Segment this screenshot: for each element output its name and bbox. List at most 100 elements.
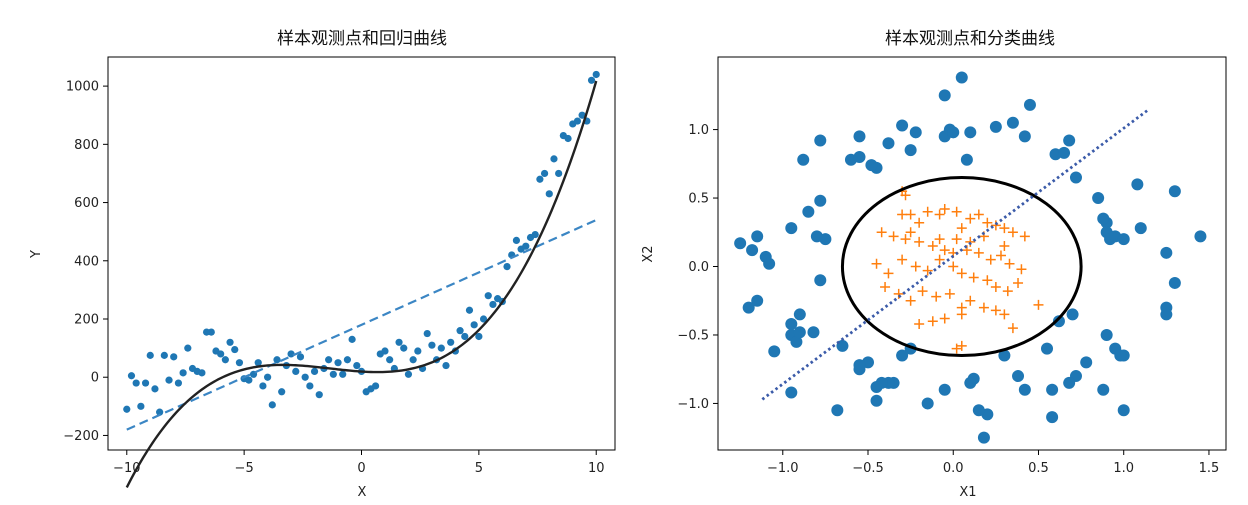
right-y-tick-label: −0.5 — [677, 328, 709, 343]
class-b-point — [1013, 277, 1024, 288]
data-point — [325, 356, 333, 364]
class-a-point — [785, 386, 798, 399]
right-x-tick-label: 1.0 — [1113, 461, 1134, 476]
data-point — [395, 338, 403, 346]
data-point — [470, 321, 478, 329]
class-a-point — [1114, 349, 1127, 362]
linear-fit-line — [126, 219, 597, 431]
class-b-point — [883, 268, 894, 279]
class-b-point — [951, 234, 962, 245]
class-a-point — [1092, 192, 1105, 205]
class-a-point — [853, 359, 866, 372]
classification-chart: 样本观测点和分类曲线 −1.0 −0.5 0.0 0.5 1.0 1.5 −1.0 −0.5 0… — [641, 29, 1227, 500]
class-a-point — [751, 294, 764, 307]
class-b-point — [999, 223, 1010, 234]
class-a-point — [1117, 404, 1130, 417]
data-point — [409, 356, 417, 364]
class-a-point — [964, 126, 977, 139]
data-point — [221, 356, 229, 364]
class-b-point — [990, 305, 1001, 316]
class-a-point — [1097, 212, 1110, 225]
class-b-point — [973, 247, 984, 258]
class-b-point — [956, 223, 967, 234]
class-b-point — [965, 295, 976, 306]
class-a-point — [938, 383, 951, 396]
class-b-point — [956, 268, 967, 279]
data-point — [479, 315, 488, 323]
class-a-point — [1080, 356, 1093, 369]
data-point — [381, 347, 389, 355]
class-a-point — [1168, 185, 1181, 198]
left-x-tick-label: 5 — [475, 461, 483, 476]
x-axis-label-left: X — [358, 485, 367, 500]
class-a-point — [904, 144, 917, 157]
data-point — [156, 408, 164, 416]
class-b-point — [905, 227, 916, 238]
class-a-point — [1069, 171, 1082, 184]
class-b-point — [917, 286, 928, 297]
data-point — [339, 370, 347, 378]
data-point — [235, 359, 244, 367]
class-b-point — [982, 275, 993, 286]
class-a-point — [972, 404, 985, 417]
data-point — [174, 379, 183, 387]
data-point — [273, 356, 281, 364]
data-point — [315, 391, 323, 399]
data-point — [587, 76, 596, 84]
data-point — [127, 372, 136, 380]
class-a-point — [1131, 178, 1144, 191]
class-b-point — [1002, 286, 1013, 297]
class-b-point — [900, 190, 911, 201]
class-b-point — [910, 261, 921, 272]
class-b-point — [1019, 231, 1030, 242]
data-point — [437, 344, 445, 352]
class-b-point — [968, 272, 979, 283]
left-y-tick-label: 800 — [74, 138, 99, 153]
class-a-point — [785, 318, 798, 331]
data-point — [268, 401, 276, 409]
class-a-point — [1117, 233, 1130, 246]
class-a-point — [955, 71, 968, 84]
class-a-point — [1041, 342, 1054, 355]
class-b-point — [888, 231, 899, 242]
class-a-point — [1052, 315, 1065, 328]
cubic-fit-curve — [125, 80, 598, 488]
data-point — [465, 306, 474, 314]
data-point — [123, 405, 131, 413]
class-b-point — [871, 258, 882, 269]
data-point — [207, 328, 215, 336]
class-b-point — [939, 245, 950, 256]
data-point — [165, 376, 173, 384]
class-a-point — [1012, 370, 1025, 383]
class-a-point — [1023, 98, 1036, 111]
left-x-tick-label: 0 — [357, 461, 365, 476]
right-x-tick-label: 0.0 — [943, 461, 964, 476]
data-point — [447, 338, 455, 346]
left-y-tick-label: 400 — [74, 254, 99, 269]
data-point — [179, 369, 187, 377]
data-point — [292, 367, 300, 375]
data-point — [141, 379, 150, 387]
right-x-tick-label: −1.0 — [767, 461, 799, 476]
class-b-point — [948, 261, 959, 272]
linear-boundary-line — [761, 107, 1151, 401]
data-point — [423, 329, 431, 338]
data-point — [386, 356, 394, 364]
class-b-point — [934, 209, 945, 220]
class-a-point — [1018, 130, 1031, 143]
class-b-point — [995, 250, 1006, 261]
left-y-tick-label: 600 — [74, 196, 99, 211]
data-point — [310, 367, 319, 375]
class-a-point — [742, 301, 755, 314]
class-a-point — [797, 153, 810, 166]
class-a-point — [909, 126, 922, 139]
data-point — [160, 351, 168, 359]
data-point — [540, 169, 549, 178]
left-y-tick-label: 0 — [91, 371, 99, 386]
class-b-point — [876, 227, 887, 238]
class-b-point — [999, 309, 1010, 320]
ellipse-boundary — [840, 176, 1083, 358]
class-a-point — [853, 130, 866, 143]
